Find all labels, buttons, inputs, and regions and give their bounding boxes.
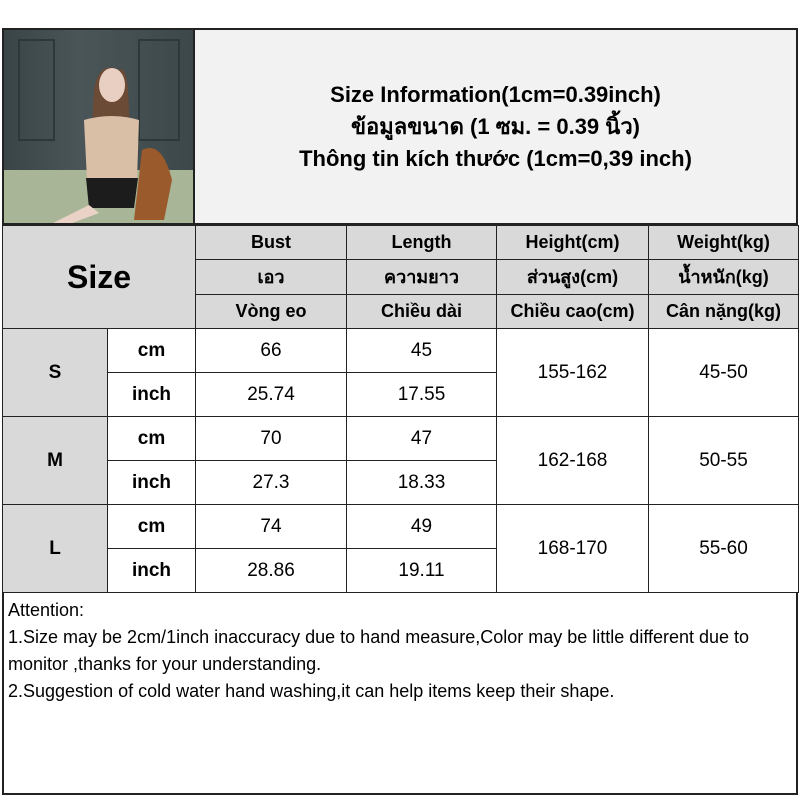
size-label: L bbox=[2, 504, 108, 593]
title-th: ข้อมูลขนาด (1 ซม. = 0.39 นิ้ว) bbox=[350, 113, 640, 139]
size-label: M bbox=[2, 416, 108, 505]
bust-inch: 27.3 bbox=[195, 460, 347, 505]
column-header: Height(cm) bbox=[496, 225, 649, 261]
unit-inch: inch bbox=[107, 460, 196, 505]
unit-inch: inch bbox=[107, 372, 196, 417]
attention-note-1: 1.Size may be 2cm/1inch inaccuracy due t… bbox=[8, 627, 750, 674]
height-range: 155-162 bbox=[496, 328, 649, 417]
unit-cm: cm bbox=[107, 504, 196, 549]
height-range: 162-168 bbox=[496, 416, 649, 505]
bust-cm: 70 bbox=[195, 416, 347, 461]
size-info-title: Size Information(1cm=0.39inch) ข้อมูลขนา… bbox=[193, 28, 798, 225]
size-label: S bbox=[2, 328, 108, 417]
length-inch: 19.11 bbox=[346, 548, 497, 593]
bust-inch: 28.86 bbox=[195, 548, 347, 593]
column-header: น้ำหนัก(kg) bbox=[648, 259, 799, 295]
weight-range: 45-50 bbox=[648, 328, 799, 417]
weight-range: 55-60 bbox=[648, 504, 799, 593]
column-header: ส่วนสูง(cm) bbox=[496, 259, 649, 295]
column-header: ความยาว bbox=[346, 259, 497, 295]
attention-notes: Attention: 1.Size may be 2cm/1inch inacc… bbox=[2, 592, 798, 795]
attention-note-2: 2.Suggestion of cold water hand washing,… bbox=[8, 681, 615, 701]
weight-range: 50-55 bbox=[648, 416, 799, 505]
column-header: Bust bbox=[195, 225, 347, 261]
length-cm: 45 bbox=[346, 328, 497, 373]
column-header: Chiều dài bbox=[346, 293, 497, 329]
unit-cm: cm bbox=[107, 416, 196, 461]
column-header: Vòng eo bbox=[195, 293, 347, 329]
column-header: Cân nặng(kg) bbox=[648, 293, 799, 329]
size-header: Size bbox=[2, 225, 196, 329]
unit-inch: inch bbox=[107, 548, 196, 593]
column-header: เอว bbox=[195, 259, 347, 295]
bust-cm: 66 bbox=[195, 328, 347, 373]
length-cm: 49 bbox=[346, 504, 497, 549]
unit-cm: cm bbox=[107, 328, 196, 373]
model-image bbox=[4, 39, 193, 223]
length-cm: 47 bbox=[346, 416, 497, 461]
length-inch: 18.33 bbox=[346, 460, 497, 505]
attention-heading: Attention: bbox=[8, 600, 85, 620]
product-photo bbox=[2, 28, 195, 225]
title-vi: Thông tin kích thước (1cm=0,39 inch) bbox=[299, 145, 692, 171]
column-header: Length bbox=[346, 225, 497, 261]
column-header: Chiều cao(cm) bbox=[496, 293, 649, 329]
column-header: Weight(kg) bbox=[648, 225, 799, 261]
title-en: Size Information(1cm=0.39inch) bbox=[330, 81, 661, 107]
bust-cm: 74 bbox=[195, 504, 347, 549]
bust-inch: 25.74 bbox=[195, 372, 347, 417]
length-inch: 17.55 bbox=[346, 372, 497, 417]
height-range: 168-170 bbox=[496, 504, 649, 593]
